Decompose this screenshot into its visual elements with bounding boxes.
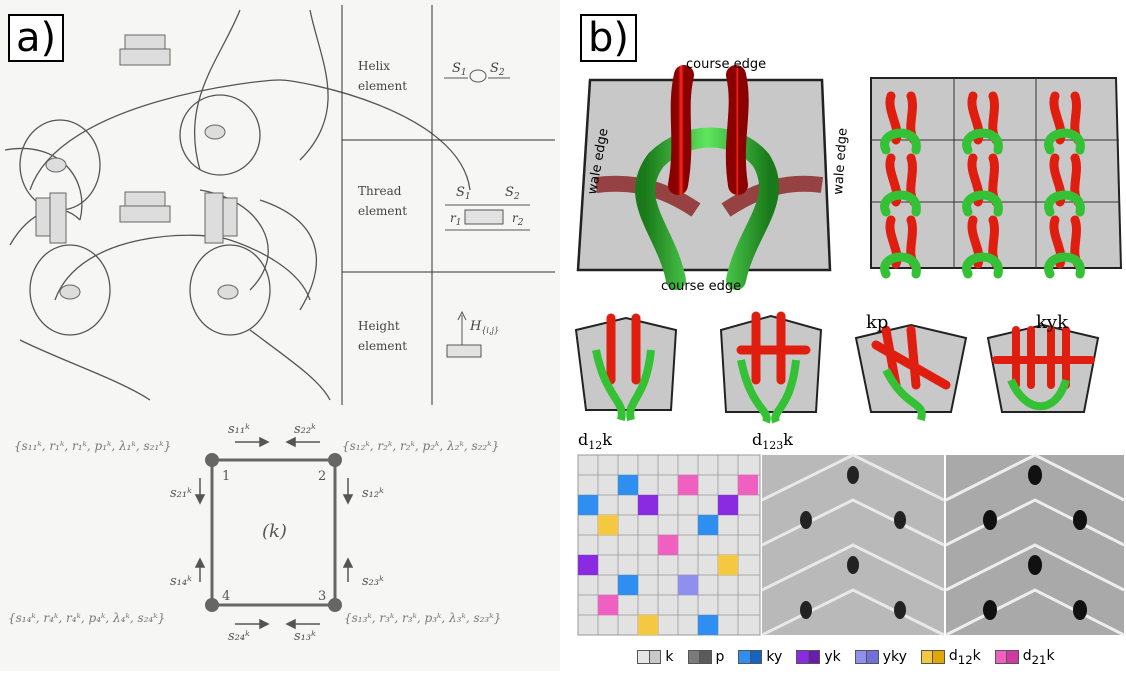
svg-text:H{i,j}: H{i,j}: [469, 319, 499, 335]
panel-b: course edge course edge wale edge wale e…: [566, 0, 1126, 671]
pattern-mesh: [577, 454, 761, 636]
label-d12k: d12k: [578, 430, 612, 452]
panel-b-label: b): [580, 14, 637, 62]
node-1-label: 1: [222, 469, 230, 484]
panel-a-diagram: Helix element Thread element Height elem…: [4, 5, 555, 644]
edge-label-s14: s₁₄ᵏ: [170, 574, 192, 589]
height-label: Height: [358, 319, 400, 333]
helix-label: Helix: [358, 59, 390, 73]
knit-simulation-image: [761, 453, 945, 637]
svg-text:S1: S1: [456, 185, 471, 202]
label-kyk: kyk: [1036, 312, 1069, 333]
quad-element: [210, 458, 337, 607]
thread-label: Thread: [358, 184, 402, 198]
svg-text:r2: r2: [512, 211, 524, 228]
thread-icon: S1 S2 r1 r2: [445, 185, 530, 231]
set-node-1: {s₁₁ᵏ, r₁ᵏ, r₁ᵏ, p₁ᵏ, λ₁ᵏ, s₂₁ᵏ}: [14, 439, 171, 453]
set-node-4: {s₁₄ᵏ, r₄ᵏ, r₄ᵏ, p₄ᵏ, λ₄ᵏ, s₂₄ᵏ}: [8, 611, 165, 625]
legend-k: k: [637, 649, 674, 665]
panel-a: Helix element Thread element Height elem…: [0, 0, 560, 671]
edge-label-s11: s₁₁ᵏ: [228, 422, 250, 437]
set-node-3: {s₁₃ᵏ, r₃ᵏ, r₃ᵏ, p₃ᵏ, λ₃ᵏ, s₂₃ᵏ}: [344, 611, 501, 625]
svg-text:S1: S1: [452, 61, 467, 78]
stitch-variants: [574, 311, 1100, 424]
center-label: (k): [262, 521, 287, 542]
element-table: [341, 5, 555, 405]
node-4: [205, 598, 219, 612]
height-icon: H{i,j}: [446, 310, 499, 358]
course-edge-top-label: course edge: [686, 57, 766, 72]
svg-text:r1: r1: [450, 211, 461, 228]
stitch-closeup: [576, 65, 841, 290]
node-1: [205, 453, 219, 467]
force-arrows: [194, 436, 354, 630]
edge-label-s13: s₁₃ᵏ: [294, 629, 316, 644]
legend-yk: yk: [796, 649, 841, 665]
label-kp: kp: [866, 312, 888, 333]
edge-label-s22: s₂₂ᵏ: [294, 422, 316, 437]
legend-d12k: d12k: [920, 648, 981, 666]
edge-label-s23: s₂₃ᵏ: [362, 574, 384, 589]
node-2-label: 2: [318, 469, 326, 484]
helix-label-2: element: [358, 79, 407, 93]
node-4-label: 4: [222, 589, 230, 604]
stitch-mesh: [870, 77, 1123, 274]
label-d123k: d123k: [752, 430, 793, 452]
svg-text:S2: S2: [490, 61, 505, 78]
stitch-legend: k p ky yk yky d12k d21k: [566, 646, 1126, 668]
node-3-label: 3: [318, 589, 326, 604]
legend-yky: yky: [854, 649, 907, 665]
height-label-2: element: [358, 339, 407, 353]
legend-ky: ky: [738, 649, 782, 665]
set-node-2: {s₁₂ᵏ, r₂ᵏ, r₂ᵏ, p₂ᵏ, λ₂ᵏ, s₂₂ᵏ}: [342, 439, 499, 453]
panel-a-label: a): [8, 14, 65, 62]
edge-label-s24: s₂₄ᵏ: [228, 629, 250, 644]
knit-photo-image: [945, 453, 1125, 637]
legend-d21k: d21k: [994, 648, 1055, 666]
edge-label-s21: s₂₁ᵏ: [170, 486, 192, 501]
node-2: [328, 453, 342, 467]
svg-text:S2: S2: [505, 185, 520, 202]
helix-icon: S1 S2: [444, 61, 510, 83]
node-3: [328, 598, 342, 612]
thread-label-2: element: [358, 204, 407, 218]
course-edge-bottom-label: course edge: [661, 279, 741, 294]
panel-b-diagram: course edge course edge wale edge wale e…: [574, 57, 1125, 637]
edge-label-s12: s₁₂ᵏ: [362, 486, 384, 501]
legend-p: p: [687, 649, 724, 665]
wale-edge-right-label: wale edge: [831, 128, 851, 196]
spring-elements: [35, 34, 239, 300]
